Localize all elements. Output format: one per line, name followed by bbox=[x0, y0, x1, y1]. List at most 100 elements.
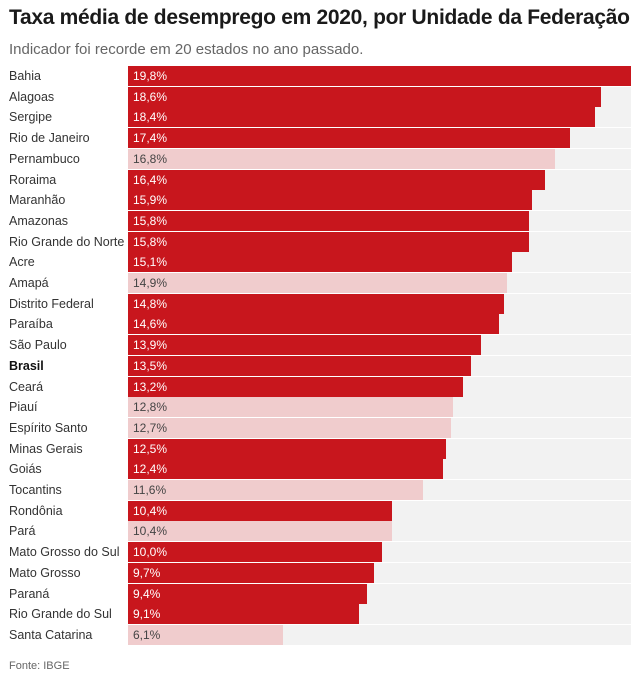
category-label: Bahia bbox=[9, 69, 41, 83]
bar-chart: Bahia 19,8% Alagoas 18,6% Sergipe 18,4% Rio de… bbox=[0, 66, 640, 649]
bar bbox=[128, 562, 375, 583]
category-label: Rio Grande do Sul bbox=[9, 607, 112, 622]
value-label: 15,1% bbox=[133, 255, 168, 270]
bar-track: 15,8% bbox=[128, 210, 631, 231]
bar-row: Ceará 13,2% bbox=[0, 376, 640, 397]
bar-track: 9,7% bbox=[128, 562, 631, 583]
bar-track: 14,8% bbox=[128, 293, 631, 314]
value-label: 12,5% bbox=[133, 441, 168, 456]
bar-track: 19,8% bbox=[128, 66, 631, 86]
bar-row: Minas Gerais 12,5% bbox=[0, 438, 640, 459]
value-label: 12,7% bbox=[133, 420, 168, 435]
bar bbox=[128, 335, 482, 356]
category-label: Mato Grosso bbox=[9, 565, 81, 580]
bar bbox=[128, 624, 283, 645]
category-label: Paraná bbox=[9, 586, 50, 601]
bar-track: 12,8% bbox=[128, 397, 631, 418]
bar bbox=[128, 231, 530, 252]
category-label: Acre bbox=[9, 255, 35, 270]
bar-track: 10,4% bbox=[128, 500, 631, 521]
value-label: 16,4% bbox=[133, 172, 168, 187]
category-label: Ceará bbox=[9, 379, 44, 394]
bar-track: 12,7% bbox=[128, 417, 631, 438]
bar-track: 16,8% bbox=[128, 148, 631, 169]
bar-row: São Paulo 13,9% bbox=[0, 335, 640, 356]
category-label: Amapá bbox=[9, 276, 49, 290]
bar-track: 15,8% bbox=[128, 231, 631, 252]
bar-track: 10,0% bbox=[128, 542, 631, 563]
bar bbox=[128, 210, 530, 231]
bar-row: Maranhão 15,9% bbox=[0, 190, 640, 211]
bar-row: Pará 10,4% bbox=[0, 521, 640, 542]
chart-subtitle: Indicador foi recorde em 20 estados no a… bbox=[9, 41, 364, 58]
value-label: 9,7% bbox=[133, 565, 161, 580]
bar-row: Mato Grosso do Sul 10,0% bbox=[0, 542, 640, 563]
bar bbox=[128, 252, 512, 273]
value-label: 10,4% bbox=[133, 524, 168, 539]
value-label: 12,4% bbox=[133, 462, 168, 477]
value-label: 12,8% bbox=[133, 400, 168, 415]
bar-row: Distrito Federal 14,8% bbox=[0, 293, 640, 314]
bar-track: 18,4% bbox=[128, 107, 631, 128]
bar bbox=[128, 521, 393, 542]
category-label: Paraíba bbox=[9, 317, 53, 332]
bar bbox=[128, 355, 471, 376]
value-label: 10,0% bbox=[133, 545, 168, 560]
bar bbox=[128, 500, 393, 521]
bar-track: 14,6% bbox=[128, 314, 631, 335]
value-label: 18,4% bbox=[133, 110, 168, 125]
category-label: Sergipe bbox=[9, 110, 53, 125]
category-label: Minas Gerais bbox=[9, 441, 83, 456]
bar-track: 6,1% bbox=[128, 624, 631, 645]
bar-row: Rio de Janeiro 17,4% bbox=[0, 128, 640, 149]
bar-track: 9,1% bbox=[128, 604, 631, 625]
value-label: 13,2% bbox=[133, 379, 168, 394]
bar-track: 13,9% bbox=[128, 335, 631, 356]
category-label: Piauí bbox=[9, 400, 38, 415]
category-label: Amazonas bbox=[9, 213, 69, 228]
bar bbox=[128, 148, 555, 169]
category-label: Pará bbox=[9, 524, 36, 539]
category-label: Alagoas bbox=[9, 89, 55, 104]
bar bbox=[128, 314, 499, 335]
bar bbox=[128, 583, 367, 604]
category-label: Brasil bbox=[9, 358, 44, 373]
value-label: 19,8% bbox=[133, 69, 168, 83]
category-label: Rondônia bbox=[9, 503, 63, 518]
category-label: Rio Grande do Norte bbox=[9, 234, 125, 249]
value-label: 17,4% bbox=[133, 131, 168, 146]
value-label: 14,8% bbox=[133, 296, 168, 311]
bar-track: 11,6% bbox=[128, 480, 631, 500]
bar-row: Mato Grosso 9,7% bbox=[0, 562, 640, 583]
value-label: 13,5% bbox=[133, 358, 168, 373]
bar bbox=[128, 86, 601, 107]
bar-row: Amapá 14,9% bbox=[0, 273, 640, 293]
category-label: Santa Catarina bbox=[9, 627, 93, 642]
bar-row: Roraima 16,4% bbox=[0, 169, 640, 190]
bar-row: Amazonas 15,8% bbox=[0, 210, 640, 231]
value-label: 14,9% bbox=[133, 276, 168, 290]
bar bbox=[128, 169, 545, 190]
chart-title: Taxa média de desemprego em 2020, por Un… bbox=[9, 6, 630, 29]
value-label: 14,6% bbox=[133, 317, 168, 332]
bar-row: Sergipe 18,4% bbox=[0, 107, 640, 128]
value-label: 15,9% bbox=[133, 193, 168, 208]
bar bbox=[128, 128, 570, 149]
bar bbox=[128, 397, 454, 418]
bar bbox=[128, 293, 504, 314]
value-label: 15,8% bbox=[133, 234, 168, 249]
bar bbox=[128, 542, 382, 563]
bar-track: 9,4% bbox=[128, 583, 631, 604]
category-label: Tocantins bbox=[9, 483, 62, 497]
value-label: 6,1% bbox=[133, 627, 161, 642]
category-label: São Paulo bbox=[9, 338, 67, 353]
category-label: Mato Grosso do Sul bbox=[9, 545, 120, 560]
value-label: 13,9% bbox=[133, 338, 168, 353]
bar-row: Pernambuco 16,8% bbox=[0, 148, 640, 169]
value-label: 9,4% bbox=[133, 586, 161, 601]
category-label: Maranhão bbox=[9, 193, 66, 208]
bar-row: Rio Grande do Sul 9,1% bbox=[0, 604, 640, 625]
bar bbox=[128, 273, 507, 293]
bar-track: 15,9% bbox=[128, 190, 631, 211]
bar-row: Bahia 19,8% bbox=[0, 66, 640, 86]
